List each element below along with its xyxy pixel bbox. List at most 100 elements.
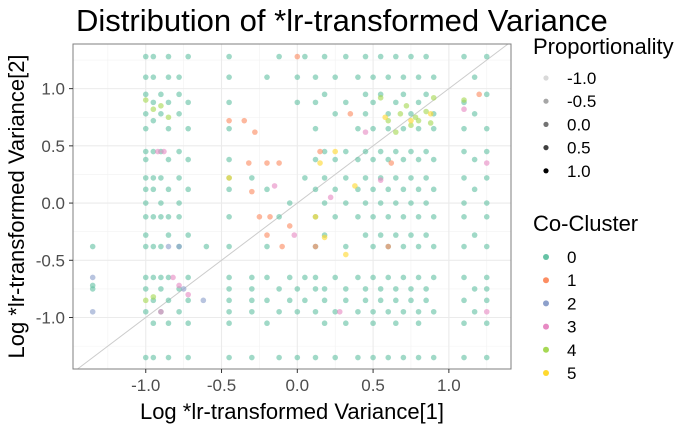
- data-point-cluster-0: [286, 274, 293, 281]
- data-point-cluster-0: [312, 286, 319, 292]
- data-point-cluster-0: [430, 186, 437, 193]
- data-point-cluster-0: [415, 186, 422, 193]
- data-point-cluster-0: [370, 274, 376, 281]
- data-point-cluster-0: [461, 213, 467, 220]
- data-point-cluster-3: [176, 282, 182, 289]
- data-point-cluster-0: [393, 297, 399, 304]
- data-point-cluster-0: [377, 148, 384, 155]
- data-point-cluster-0: [332, 354, 338, 361]
- data-point-cluster-3: [158, 308, 164, 315]
- data-point-cluster-0: [393, 200, 399, 206]
- data-point-cluster-0: [423, 53, 429, 60]
- data-point-cluster-0: [377, 200, 384, 206]
- data-point-cluster-3: [271, 183, 278, 189]
- data-point-cluster-0: [150, 175, 157, 181]
- data-point-cluster-0: [165, 156, 172, 163]
- data-point-cluster-4: [150, 294, 157, 300]
- data-point-cluster-0: [461, 320, 467, 327]
- data-point-cluster-1: [246, 160, 252, 166]
- legend-proportionality-label: 0.5: [567, 139, 591, 158]
- data-point-cluster-0: [393, 286, 399, 292]
- data-point-cluster-0: [89, 243, 96, 250]
- data-point-cluster-0: [408, 200, 414, 206]
- x-tick-label: 1.0: [437, 376, 461, 395]
- data-point-cluster-3: [155, 148, 161, 155]
- data-point-cluster-0: [165, 125, 172, 132]
- data-point-cluster-0: [461, 125, 467, 132]
- data-point-cluster-0: [142, 175, 149, 181]
- data-point-cluster-0: [276, 308, 282, 315]
- data-point-cluster-0: [483, 243, 490, 250]
- data-point-cluster-0: [370, 74, 376, 80]
- data-point-cluster-0: [185, 99, 191, 106]
- data-point-cluster-0: [150, 274, 157, 281]
- data-point-cluster-0: [430, 308, 437, 315]
- data-point-cluster-0: [483, 175, 490, 181]
- data-point-cluster-0: [343, 175, 349, 181]
- legend-cocluster-label: 5: [567, 364, 576, 383]
- data-point-cluster-0: [321, 148, 328, 155]
- x-axis-title: Log *lr-transformed Variance[1]: [140, 399, 444, 424]
- data-point-cluster-0: [423, 175, 429, 181]
- data-point-cluster-0: [400, 186, 407, 193]
- data-point-cluster-0: [430, 213, 437, 220]
- data-point-cluster-0: [294, 308, 301, 315]
- data-point-cluster-0: [385, 74, 392, 80]
- data-point-cluster-5: [332, 148, 338, 155]
- data-point-cluster-0: [142, 354, 149, 361]
- data-point-cluster-4: [158, 102, 164, 109]
- data-point-cluster-1: [388, 160, 395, 166]
- data-point-cluster-0: [226, 125, 232, 132]
- data-point-cluster-0: [321, 175, 328, 181]
- data-point-cluster-4: [393, 129, 399, 135]
- data-point-cluster-0: [165, 213, 172, 220]
- data-point-cluster-0: [185, 232, 191, 238]
- data-point-cluster-0: [165, 354, 172, 361]
- data-point-cluster-0: [150, 213, 157, 220]
- data-point-cluster-0: [226, 308, 232, 315]
- data-point-cluster-0: [400, 243, 407, 250]
- data-point-cluster-0: [142, 308, 149, 315]
- data-point-cluster-2: [180, 286, 187, 292]
- data-point-cluster-0: [249, 297, 255, 304]
- data-point-cluster-0: [176, 74, 182, 80]
- data-point-cluster-0: [471, 111, 478, 117]
- data-point-cluster-0: [276, 354, 282, 361]
- data-point-cluster-0: [423, 91, 429, 98]
- data-point-cluster-0: [249, 354, 255, 361]
- data-point-cluster-4: [150, 106, 157, 113]
- data-point-cluster-5: [312, 213, 319, 220]
- data-point-cluster-2: [200, 297, 207, 304]
- data-point-cluster-0: [332, 156, 338, 163]
- data-point-cluster-0: [302, 175, 308, 181]
- data-point-cluster-0: [286, 200, 293, 206]
- x-tick-label: 0.5: [361, 376, 385, 395]
- data-point-cluster-0: [226, 53, 232, 60]
- data-point-cluster-0: [142, 213, 149, 220]
- legend-cocluster-key: [543, 254, 549, 260]
- data-point-cluster-0: [332, 74, 338, 80]
- data-point-cluster-0: [393, 320, 399, 327]
- data-point-cluster-0: [226, 354, 232, 361]
- data-point-cluster-0: [483, 148, 490, 155]
- data-point-cluster-0: [158, 175, 164, 181]
- data-point-cluster-0: [343, 148, 349, 155]
- data-point-cluster-0: [150, 148, 157, 155]
- legend-proportionality-key: [543, 75, 549, 81]
- data-point-cluster-0: [332, 111, 338, 117]
- data-point-cluster-1: [264, 160, 270, 166]
- legend-proportionality-key: [543, 121, 549, 127]
- data-point-cluster-0: [483, 125, 490, 132]
- data-point-cluster-0: [150, 53, 157, 60]
- data-point-cluster-3: [185, 291, 191, 298]
- data-point-cluster-0: [321, 320, 328, 327]
- data-point-cluster-0: [158, 286, 164, 292]
- data-point-cluster-3: [483, 308, 490, 315]
- data-point-cluster-0: [142, 232, 149, 238]
- data-point-cluster-0: [461, 354, 467, 361]
- data-point-cluster-0: [176, 213, 182, 220]
- data-point-cluster-1: [294, 53, 301, 60]
- data-point-cluster-0: [343, 200, 349, 206]
- data-point-cluster-0: [226, 156, 232, 163]
- data-point-cluster-0: [142, 286, 149, 292]
